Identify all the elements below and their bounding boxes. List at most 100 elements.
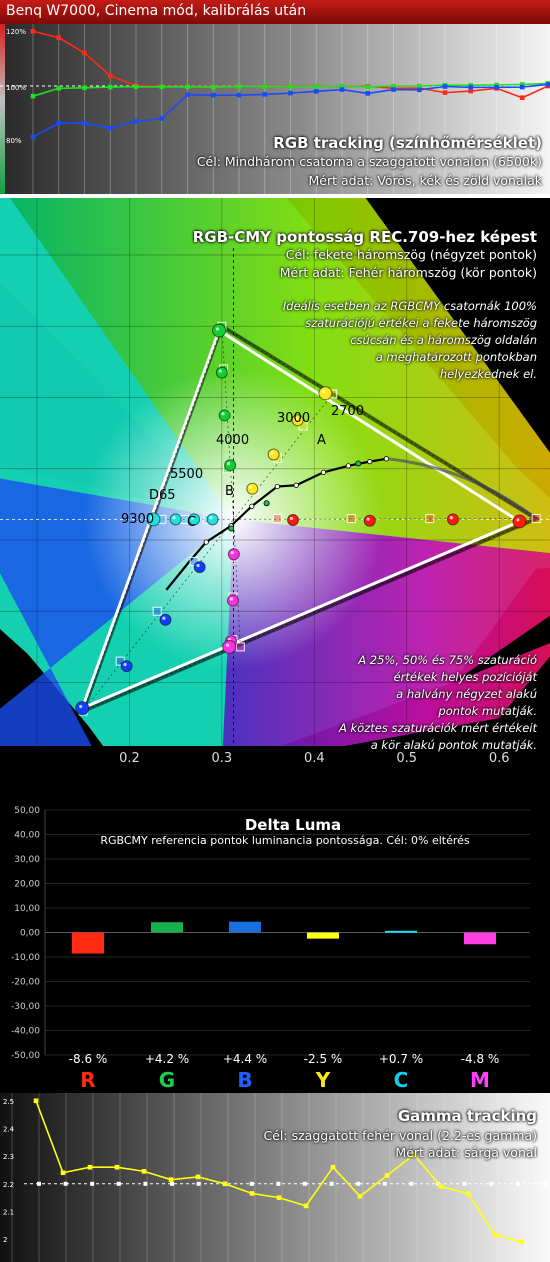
cie-cct-label: 5500 [170,467,203,482]
cie-point-highlight [218,369,222,373]
gamma-reference-point [90,1181,95,1186]
rgb-series-point [365,91,371,96]
gamma-reference-point [143,1181,148,1186]
rgb-series-point [107,125,113,131]
rgb-series-point [82,85,87,91]
cie-extra-curve [388,457,538,520]
rgb-series-point [236,84,242,89]
rgb-series-point [107,73,113,79]
cie-cct-point [249,503,255,509]
cie-point-highlight [230,551,234,555]
gamma-reference-point [63,1181,68,1186]
luma-channel-label: R [80,1068,95,1092]
cie-cct-label: D65 [149,488,176,503]
rgb-series-point [262,84,268,89]
cie-illuminant-point [228,525,235,532]
cie-target-point [425,514,435,524]
rgb-ytick-100: 100% [6,84,26,92]
gamma-reference-point [409,1181,414,1186]
gamma-y-tick: 2.3 [3,1153,14,1161]
cie-chromaticity-chart: 3000 2700 4000 5500 9300 D65 A B C 0.2 0.3 0.4 0.5 0… [0,198,550,768]
gamma-y-tick: 2.2 [3,1181,14,1189]
cie-measured-point [188,513,201,526]
rgb-tracking-chart: 120% 100% 80% [0,24,550,194]
cie-target-point [235,642,245,652]
cie-measured-point [267,448,280,461]
cie-measured-point [291,414,304,427]
luma-y-tick: 20,00 [14,880,40,890]
gamma-reference-point [116,1181,121,1186]
gamma-measured-point [195,1174,201,1180]
luma-bar [385,930,417,933]
luma-value-label: -4.8 % [461,1052,500,1066]
cie-measured-point [218,409,231,422]
cie-illuminant-label: C [187,515,196,530]
cie-measured-point [226,594,239,607]
cie-point-highlight [249,485,253,489]
cie-point-highlight [516,518,520,522]
luma-bar [307,932,339,939]
rgb-series-point [288,90,293,96]
gamma-measured-point [114,1164,120,1170]
cie-measured-point [363,514,376,527]
rgb-series-point [365,84,371,90]
rgb-series-point [468,88,474,94]
cie-measured-point [287,514,300,527]
rgb-series-point [30,134,36,140]
cie-cct-label: 4000 [216,433,249,448]
cie-point-highlight [190,516,195,520]
gamma-measured-point [384,1173,390,1178]
rgb-series-point [416,83,422,89]
cie-note: Ideális esetben az RGBCMY csatornák 100%… [282,299,537,381]
cie-cct-point [320,469,327,475]
rgb-series-point [339,87,345,92]
cie-cct-point [383,456,389,462]
cie-target-guide [233,519,241,647]
rgb-tracking-target: Cél: Mindhárom csatorna a szaggatott von… [196,154,542,169]
cie-point-highlight [215,327,220,331]
rgb-series-point [442,84,448,89]
cie-measured: Mért adat: Fehér háromszög (kör pontok) [279,265,537,280]
gamma-target: Cél: szaggatott fehér vonal (2.2-es gamm… [263,1128,537,1143]
cie-illuminant-label: B [225,484,234,499]
cie-target-point [152,606,162,616]
gamma-reference-point [382,1181,387,1186]
rgb-series-point [519,82,525,87]
gamma-reference-point [249,1181,254,1186]
cie-point-highlight [172,516,176,520]
gamma-measured-point [330,1164,336,1170]
cie-illuminant-point [355,460,362,467]
rgb-series-point [133,84,139,90]
luma-y-tick: 0,00 [20,929,40,939]
gamma-measured-point [465,1191,471,1196]
cie-measured-point [212,323,227,338]
cie-cct-label: 2700 [331,404,364,419]
rgb-series-point [82,50,87,56]
gamma-measured-point [276,1195,282,1200]
cie-x-tick: 0.3 [212,751,233,766]
cie-target-guide [233,518,537,520]
gamma-reference-point [196,1181,201,1186]
cie-point-highlight [322,390,326,394]
cie-title: RGB-CMY pontosság REC.709-hez képest [192,228,537,246]
cie-target-point [272,514,282,524]
rgb-series-point [30,93,36,99]
rgb-series-point [545,82,550,87]
rgb-ytick-120: 120% [6,28,26,36]
gamma-y-tick: 2.5 [3,1098,14,1106]
separator [0,194,550,198]
window-title: Benq W7000, Cinema mód, kalibrálás után [6,3,307,19]
cie-point-highlight [79,704,83,709]
luma-value-label: +4.4 % [223,1052,267,1066]
rgb-series-point [210,84,216,90]
delta-luma-chart: 50,00 40,00 30,00 20,00 10,00 0,00 -10,00 -20,0… [0,768,550,1093]
luma-y-tick: -10,00 [11,953,40,963]
cie-target-point [346,514,356,524]
cie-target-guide [221,326,234,520]
cie-point-highlight [226,643,230,647]
luma-y-tick: -20,00 [11,978,40,988]
rgb-series-point [185,84,190,90]
cie-x-tick: 0.6 [489,751,510,766]
cie-measured-point [193,561,206,574]
cie-cct-point [367,459,373,465]
